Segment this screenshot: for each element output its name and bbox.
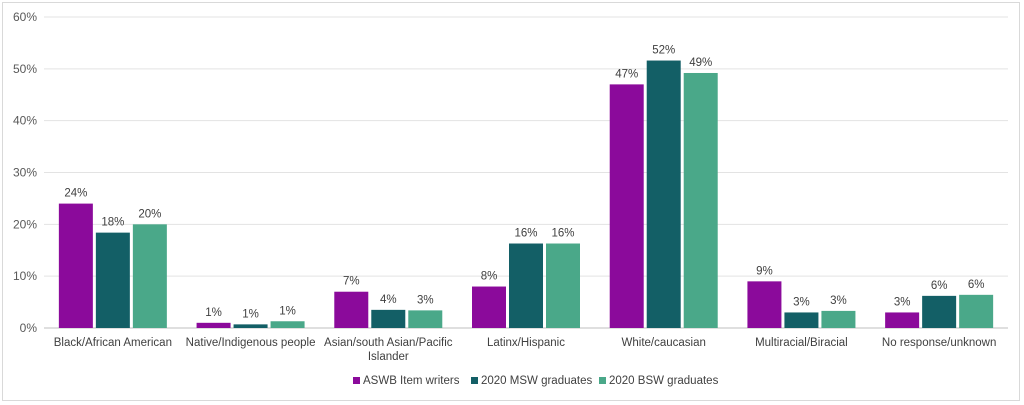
legend-swatch: [599, 377, 606, 384]
bar: [58, 203, 93, 328]
y-tick-label: 30%: [13, 166, 37, 180]
bar: [233, 324, 268, 328]
x-tick-label: Black/African American: [54, 337, 172, 349]
bar: [509, 243, 543, 328]
y-tick-label: 20%: [13, 217, 37, 231]
data-label: 47%: [615, 68, 638, 80]
data-label: 1%: [242, 308, 259, 320]
data-label: 1%: [279, 305, 296, 317]
data-label: 7%: [343, 276, 360, 288]
data-label: 6%: [931, 280, 948, 292]
data-label: 3%: [830, 295, 847, 307]
legend-item: ASWB Item writers: [363, 375, 460, 387]
y-tick-label: 50%: [13, 62, 37, 76]
legend-item: 2020 MSW graduates: [481, 375, 592, 387]
bar: [885, 312, 920, 328]
data-label: 8%: [481, 271, 498, 283]
data-label: 9%: [756, 265, 773, 277]
legend-swatch: [353, 377, 360, 384]
bar: [609, 84, 644, 328]
data-label: 52%: [652, 45, 675, 57]
bar: [646, 60, 681, 328]
x-tick-label: Asian/south Asian/Pacific: [324, 337, 453, 349]
x-tick-label: Multiracial/Biracial: [755, 337, 848, 349]
y-tick-label: 40%: [13, 114, 37, 128]
data-label: 3%: [793, 296, 810, 308]
bar: [95, 232, 130, 328]
data-label: 16%: [514, 228, 537, 240]
bar: [196, 322, 231, 328]
bar: [132, 224, 167, 328]
bar: [408, 310, 443, 328]
y-tick-label: 10%: [13, 269, 37, 283]
legend-swatch: [471, 377, 478, 384]
bar: [922, 295, 957, 328]
x-tick-label: Native/Indigenous people: [186, 337, 316, 349]
legend-item: 2020 BSW graduates: [609, 375, 719, 387]
data-label: 16%: [551, 228, 574, 240]
data-label: 20%: [138, 208, 161, 220]
x-tick-label: Latinx/Hispanic: [487, 337, 565, 349]
bar: [784, 312, 819, 328]
bar: [821, 310, 856, 328]
data-label: 3%: [894, 296, 911, 308]
x-tick-label: No response/unknown: [882, 337, 996, 349]
bar: [371, 309, 406, 328]
x-tick-label: White/caucasian: [622, 337, 706, 349]
data-label: 49%: [689, 57, 712, 69]
bar: [683, 72, 718, 328]
bar: [270, 321, 305, 328]
data-label: 24%: [64, 188, 87, 200]
x-tick-label: Islander: [368, 351, 409, 363]
bar: [334, 291, 369, 328]
bar: [472, 286, 506, 328]
data-label: 18%: [101, 217, 124, 229]
bar: [959, 294, 994, 328]
bar: [747, 281, 782, 328]
data-label: 6%: [968, 279, 985, 291]
bar: [546, 243, 580, 328]
data-label: 1%: [205, 307, 222, 319]
y-tick-label: 60%: [13, 10, 37, 24]
y-tick-label: 0%: [20, 321, 38, 335]
data-label: 4%: [380, 294, 397, 306]
data-label: 3%: [417, 294, 434, 306]
